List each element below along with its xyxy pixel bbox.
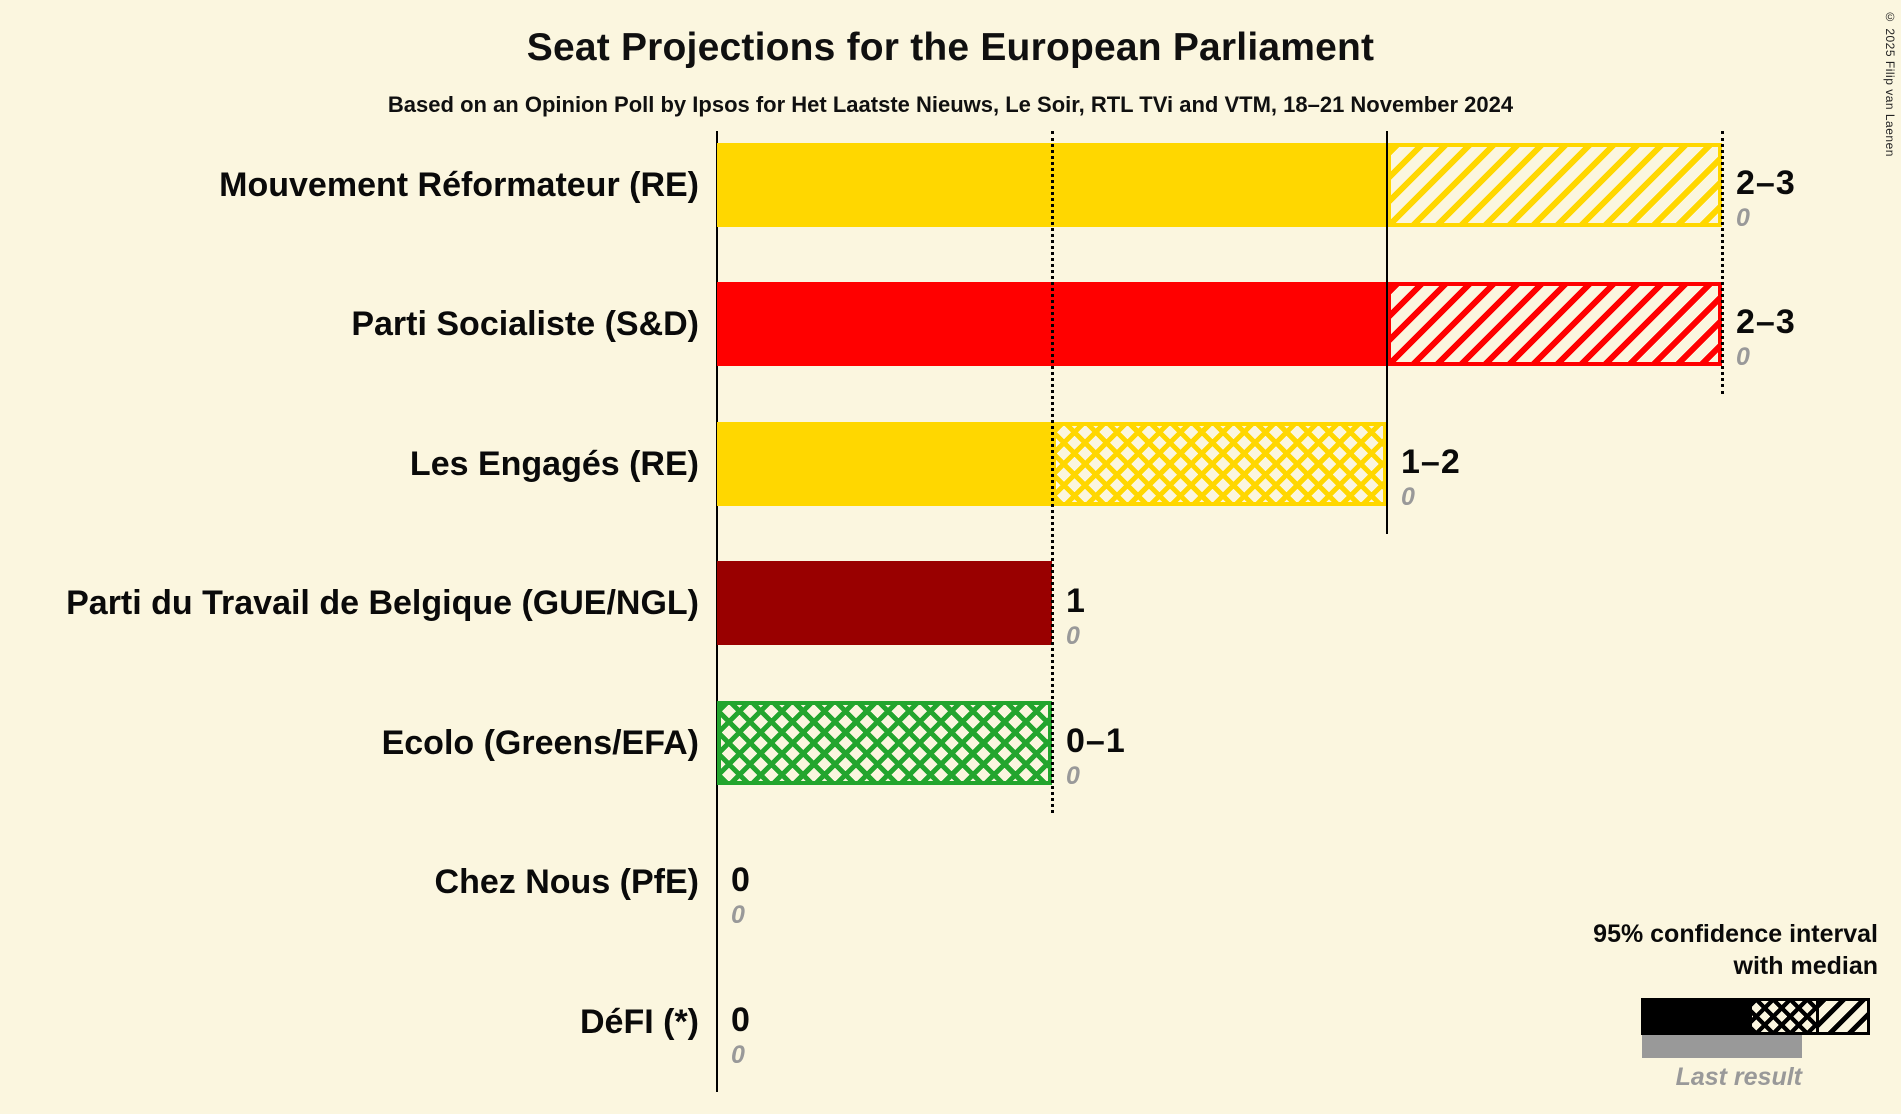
legend-caption-line2: with median bbox=[1733, 952, 1878, 980]
legend-segment-crosshatch bbox=[1748, 1001, 1816, 1032]
bar-ci-crosshatch-segment bbox=[717, 700, 1052, 785]
last-result-value: 0 bbox=[1736, 343, 1750, 372]
legend-caption-line1: 95% confidence interval bbox=[1593, 920, 1878, 948]
copyright-notice: © 2025 Filip van Laenen bbox=[1883, 10, 1897, 157]
gridline-solid bbox=[1386, 131, 1388, 534]
bar-ci-solid-segment bbox=[717, 561, 1052, 646]
chart-subtitle: Based on an Opinion Poll by Ipsos for He… bbox=[387, 92, 1514, 117]
value-label-group: 1–2 0 bbox=[1401, 442, 1461, 512]
bar-ci-crosshatch-segment bbox=[1052, 421, 1387, 506]
gridline-dotted bbox=[1051, 131, 1054, 813]
ci-value-label: 1–2 bbox=[1401, 442, 1461, 481]
party-name-label: Ecolo (Greens/EFA) bbox=[381, 723, 699, 762]
ci-value-label: 0 bbox=[731, 1000, 751, 1039]
value-label-group: 2–3 0 bbox=[1736, 304, 1796, 372]
last-result-value: 0 bbox=[731, 901, 745, 930]
ci-value-label: 2–3 bbox=[1736, 303, 1796, 342]
legend: 95% confidence interval with median Last… bbox=[1558, 918, 1878, 1092]
party-name-label: Parti du Travail de Belgique (GUE/NGL) bbox=[66, 584, 699, 623]
gridline-dotted bbox=[1721, 131, 1724, 394]
ci-value-label: 1 bbox=[1066, 582, 1086, 621]
ci-value-label: 0 bbox=[731, 861, 751, 900]
value-label-group: 2–3 0 bbox=[1736, 163, 1796, 233]
last-result-value: 0 bbox=[1066, 622, 1080, 651]
legend-segment-diagonal bbox=[1815, 1001, 1867, 1032]
party-name-label: DéFI (*) bbox=[580, 1002, 699, 1041]
party-name-label: Parti Socialiste (S&D) bbox=[351, 305, 699, 344]
last-result-value: 0 bbox=[1401, 482, 1415, 511]
last-result-value: 0 bbox=[1736, 203, 1750, 232]
legend-last-result-label: Last result bbox=[1675, 1063, 1802, 1091]
chart-title: Seat Projections for the European Parlia… bbox=[526, 26, 1375, 69]
bar-ci-diagonal-segment bbox=[1387, 142, 1722, 227]
legend-ci-bar bbox=[1641, 998, 1870, 1035]
bar-ci-solid-segment bbox=[717, 421, 1052, 506]
ci-value-label: 0–1 bbox=[1066, 721, 1126, 760]
value-label-group: 0–1 0 bbox=[1066, 721, 1126, 791]
legend-last-result-bar bbox=[1642, 1035, 1802, 1058]
bar-ci-diagonal-segment bbox=[1387, 282, 1722, 367]
legend-segment-solid bbox=[1644, 1001, 1749, 1032]
last-result-value: 0 bbox=[1066, 761, 1080, 790]
party-name-label: Les Engagés (RE) bbox=[409, 444, 699, 483]
party-name-label: Mouvement Réformateur (RE) bbox=[219, 165, 699, 204]
ci-value-label: 2–3 bbox=[1736, 163, 1796, 202]
party-name-label: Chez Nous (PfE) bbox=[434, 863, 699, 902]
last-result-value: 0 bbox=[731, 1040, 745, 1069]
